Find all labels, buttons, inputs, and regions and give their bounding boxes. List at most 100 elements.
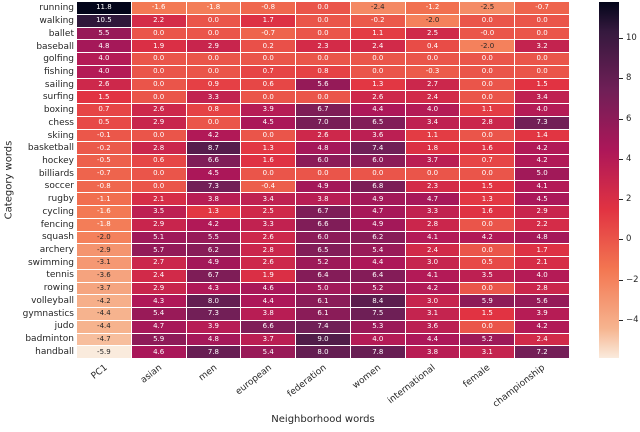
heatmap-cell: 0.0 xyxy=(186,65,241,78)
colorbar-tick-label: 0 xyxy=(626,234,632,245)
heatmap-cell: 3.7 xyxy=(405,155,460,167)
heatmap-cell: 0.7 xyxy=(241,65,296,78)
x-tick-label: asian xyxy=(139,363,165,386)
y-tick-label: golfing xyxy=(43,54,74,65)
heatmap-grid: 11.8 -1.6 -1.8 -0.8 0.0 -2.4 -1.2 -2.5 -0.7 10.5 2… xyxy=(77,2,569,358)
heatmap-cell: 0.0 xyxy=(186,116,241,129)
heatmap-cell: 4.7 xyxy=(131,320,186,333)
heatmap-cell: 2.5 xyxy=(405,27,460,40)
x-tick-label: PC1 xyxy=(89,363,110,382)
y-tick-label: rugby xyxy=(47,194,74,205)
heatmap-cell: 3.8 xyxy=(241,308,296,320)
heatmap-cell: 10.5 xyxy=(77,14,131,27)
heatmap-cell: 1.4 xyxy=(515,129,569,142)
heatmap-cell: 6.0 xyxy=(296,231,350,244)
y-tick-label: volleyball xyxy=(31,295,74,306)
heatmap-cell: 0.7 xyxy=(460,155,515,167)
heatmap-cell: 5.4 xyxy=(241,346,296,358)
heatmap-cell: 5.2 xyxy=(350,282,405,295)
heatmap-cell: 5.7 xyxy=(131,244,186,256)
heatmap-cell: 4.8 xyxy=(77,40,131,52)
heatmap-cell: 3.1 xyxy=(460,346,515,358)
colorbar-tick-label: −2 xyxy=(626,274,639,285)
heatmap-cell: 4.8 xyxy=(186,333,241,346)
heatmap-cell: 6.1 xyxy=(296,295,350,307)
heatmap-cell: -2.5 xyxy=(460,2,515,14)
heatmap-cell: 2.3 xyxy=(405,180,460,193)
heatmap-cell: 0.0 xyxy=(350,53,405,65)
heatmap-cell: 5.4 xyxy=(131,308,186,320)
x-tick-label: women xyxy=(350,363,383,392)
heatmap-cell: 0.8 xyxy=(296,65,350,78)
heatmap-cell: 4.4 xyxy=(350,257,405,269)
colorbar-tick-label: 2 xyxy=(626,194,632,205)
heatmap-cell: 5.3 xyxy=(350,320,405,333)
heatmap-cell: -4.4 xyxy=(77,320,131,333)
heatmap-cell: 2.8 xyxy=(515,282,569,295)
heatmap-cell: 1.1 xyxy=(460,104,515,116)
heatmap-cell: -4.2 xyxy=(77,295,131,307)
heatmap-cell: 1.1 xyxy=(350,27,405,40)
y-tick-label: baseball xyxy=(36,41,74,52)
heatmap-cell: 3.8 xyxy=(186,193,241,205)
heatmap-cell: 0.0 xyxy=(460,129,515,142)
heatmap-cell: 4.0 xyxy=(515,104,569,116)
heatmap-cell: 0.0 xyxy=(186,14,241,27)
heatmap-cell: 4.8 xyxy=(515,231,569,244)
y-tick-label: fishing xyxy=(44,66,74,77)
heatmap-cell: 1.3 xyxy=(186,206,241,218)
heatmap-cell: 0.0 xyxy=(460,78,515,91)
heatmap-cell: 6.7 xyxy=(296,206,350,218)
heatmap-cell: 6.6 xyxy=(296,218,350,231)
x-tick-label: championship xyxy=(491,363,547,410)
heatmap-cell: 3.8 xyxy=(405,346,460,358)
y-tick-label: rowing xyxy=(43,283,74,294)
heatmap-cell: 2.8 xyxy=(460,116,515,129)
heatmap-cell: 0.0 xyxy=(460,91,515,103)
heatmap-cell: -2.9 xyxy=(77,244,131,256)
heatmap-cell: 0.6 xyxy=(131,155,186,167)
heatmap-cell: -0.2 xyxy=(77,142,131,154)
heatmap-cell: 0.0 xyxy=(131,91,186,103)
heatmap-cell: 5.0 xyxy=(515,167,569,180)
heatmap-cell: 0.0 xyxy=(460,282,515,295)
heatmap-cell: 0.5 xyxy=(460,257,515,269)
heatmap-cell: -0.7 xyxy=(77,167,131,180)
heatmap-cell: 2.6 xyxy=(296,129,350,142)
heatmap-cell: 4.2 xyxy=(515,320,569,333)
heatmap-cell: -1.6 xyxy=(131,2,186,14)
heatmap-cell: 0.0 xyxy=(405,53,460,65)
heatmap-cell: -0.4 xyxy=(241,180,296,193)
x-tick-label: european xyxy=(233,363,274,398)
heatmap-cell: -1.8 xyxy=(186,2,241,14)
heatmap-cell: -4.4 xyxy=(77,308,131,320)
heatmap-cell: 3.9 xyxy=(241,104,296,116)
colorbar-tick xyxy=(619,279,623,281)
heatmap-cell: 1.6 xyxy=(460,142,515,154)
heatmap-cell: 2.9 xyxy=(186,40,241,52)
heatmap-cell: 6.2 xyxy=(186,244,241,256)
heatmap-cell: 0.6 xyxy=(241,78,296,91)
colorbar: 10 8 6 4 2 0 −2 −4 xyxy=(599,2,639,358)
heatmap-cell: 4.1 xyxy=(405,231,460,244)
heatmap-cell: 0.0 xyxy=(131,129,186,142)
y-tick-label: walking xyxy=(39,16,74,27)
heatmap-cell: 1.8 xyxy=(405,142,460,154)
y-tick-label: tennis xyxy=(46,270,74,281)
heatmap-cell: 7.4 xyxy=(296,320,350,333)
heatmap-cell: 0.0 xyxy=(296,27,350,40)
heatmap-cell: -0.7 xyxy=(241,27,296,40)
heatmap-cell: 1.5 xyxy=(515,78,569,91)
heatmap-cell: 0.0 xyxy=(515,53,569,65)
heatmap-cell: 5.1 xyxy=(131,231,186,244)
heatmap-cell: 2.9 xyxy=(131,218,186,231)
y-tick-label: fencing xyxy=(40,219,74,230)
colorbar-tick xyxy=(619,239,623,241)
heatmap-cell: 5.0 xyxy=(296,282,350,295)
heatmap-cell: -0.3 xyxy=(405,65,460,78)
heatmap-cell: 0.0 xyxy=(350,65,405,78)
heatmap-cell: 2.9 xyxy=(515,206,569,218)
heatmap-cell: -2.4 xyxy=(350,2,405,14)
colorbar-tick-label: 4 xyxy=(626,153,632,164)
heatmap-cell: 3.6 xyxy=(350,129,405,142)
